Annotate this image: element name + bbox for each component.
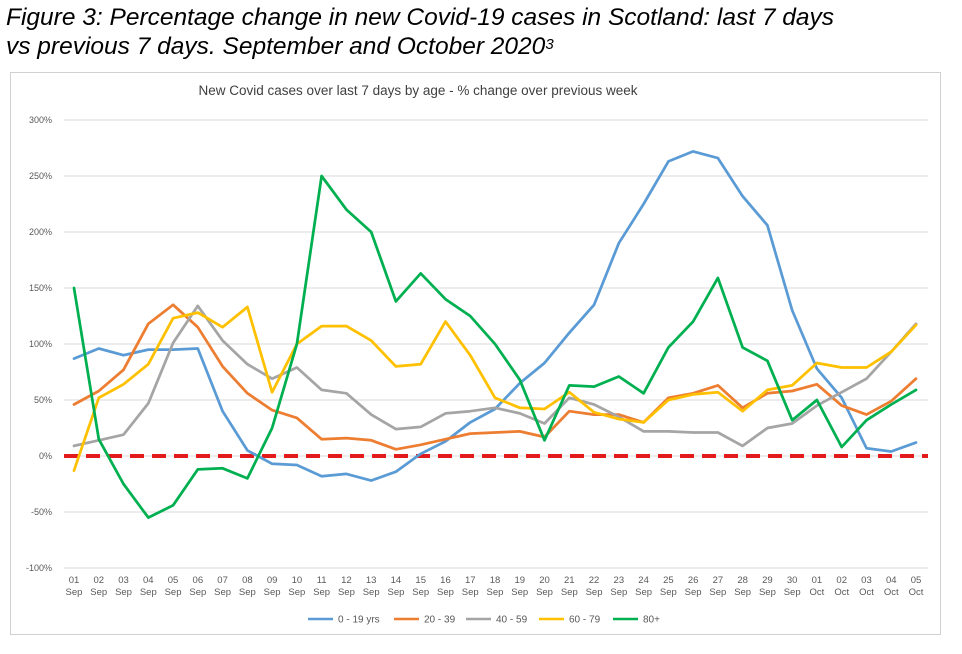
- x-tick-label: 28 Sep: [734, 575, 751, 598]
- x-tick-label: 25 Sep: [660, 575, 677, 598]
- x-tick-label: 11 Sep: [313, 575, 330, 598]
- legend-label: 80+: [643, 615, 660, 626]
- y-axis-tick-labels: -100% -50% 0% 50% 100% 150% 200% 250% 300%: [26, 115, 52, 573]
- x-tick-label: 01 Oct: [810, 575, 825, 598]
- figure-title-line-1: Figure 3: Percentage change in new Covid…: [6, 4, 835, 31]
- footnote-marker: 3: [545, 36, 554, 53]
- y-tick-label: 100%: [29, 339, 52, 349]
- chart-area: New Covid cases over last 7 days by age …: [10, 72, 941, 635]
- y-tick-label: -100%: [26, 563, 52, 573]
- chart-title: New Covid cases over last 7 days by age …: [199, 83, 638, 98]
- legend-item: 0 - 19 yrs: [308, 615, 380, 626]
- x-tick-label: 02 Sep: [90, 575, 107, 598]
- x-tick-label: 06 Sep: [189, 575, 206, 598]
- y-tick-label: 250%: [29, 171, 52, 181]
- y-tick-label: -50%: [31, 507, 52, 517]
- y-tick-label: 200%: [29, 227, 52, 237]
- x-tick-label: 16 Sep: [437, 575, 454, 598]
- legend-item: 40 - 59: [466, 615, 528, 626]
- y-tick-label: 50%: [34, 395, 52, 405]
- series-line-4: [72, 174, 918, 519]
- y-tick-label: 0%: [39, 451, 52, 461]
- legend-item: 80+: [613, 615, 660, 626]
- legend: 0 - 19 yrs 20 - 39 40 - 59 60 - 79 80+: [308, 615, 660, 626]
- x-tick-label: 29 Sep: [759, 575, 776, 598]
- x-tick-label: 09 Sep: [264, 575, 281, 598]
- series-line-1: [72, 303, 918, 451]
- series-line-2: [72, 304, 918, 448]
- x-tick-label: 03 Sep: [115, 575, 132, 598]
- x-tick-label: 13 Sep: [363, 575, 380, 598]
- x-tick-label: 18 Sep: [487, 575, 504, 598]
- figure-title-line-2: vs previous 7 days. September and Octobe…: [6, 32, 962, 61]
- x-tick-label: 20 Sep: [536, 575, 553, 598]
- legend-label: 40 - 59: [496, 615, 528, 626]
- x-tick-label: 27 Sep: [709, 575, 726, 598]
- x-tick-label: 21 Sep: [561, 575, 578, 598]
- y-tick-label: 150%: [29, 283, 52, 293]
- line-chart: New Covid cases over last 7 days by age …: [26, 83, 928, 626]
- x-tick-label: 05 Sep: [165, 575, 182, 598]
- legend-label: 0 - 19 yrs: [338, 615, 380, 626]
- x-tick-label: 01 Sep: [66, 575, 83, 598]
- legend-item: 20 - 39: [394, 615, 456, 626]
- x-tick-label: 15 Sep: [412, 575, 429, 598]
- x-tick-label: 14 Sep: [387, 575, 404, 598]
- x-tick-label: 26 Sep: [685, 575, 702, 598]
- x-tick-label: 30 Sep: [784, 575, 801, 598]
- x-tick-label: 12 Sep: [338, 575, 355, 598]
- series-line-3: [72, 305, 918, 472]
- x-tick-label: 10 Sep: [288, 575, 305, 598]
- x-tick-label: 03 Oct: [859, 575, 874, 598]
- x-tick-label: 19 Sep: [511, 575, 528, 598]
- x-tick-label: 22 Sep: [586, 575, 603, 598]
- x-tick-label: 17 Sep: [462, 575, 479, 598]
- x-tick-label: 07 Sep: [214, 575, 231, 598]
- x-axis-tick-labels: 01 Sep 02 Sep 03 Sep 04 Sep 05 Sep 06 Sep 07 Sep 08 Sep…: [66, 575, 924, 598]
- x-tick-label: 24 Sep: [635, 575, 652, 598]
- x-tick-label: 04 Oct: [884, 575, 899, 598]
- x-tick-label: 05 Oct: [909, 575, 924, 598]
- x-tick-label: 04 Sep: [140, 575, 157, 598]
- x-tick-label: 02 Oct: [834, 575, 849, 598]
- legend-item: 60 - 79: [539, 615, 601, 626]
- y-tick-label: 300%: [29, 115, 52, 125]
- legend-label: 20 - 39: [424, 615, 456, 626]
- x-tick-label: 08 Sep: [239, 575, 256, 598]
- series-lines: [72, 150, 918, 519]
- figure-title-line-2-text: vs previous 7 days. September and Octobe…: [6, 33, 546, 60]
- x-tick-label: 23 Sep: [610, 575, 627, 598]
- figure-title: Figure 3: Percentage change in new Covid…: [6, 3, 962, 61]
- legend-label: 60 - 79: [569, 615, 601, 626]
